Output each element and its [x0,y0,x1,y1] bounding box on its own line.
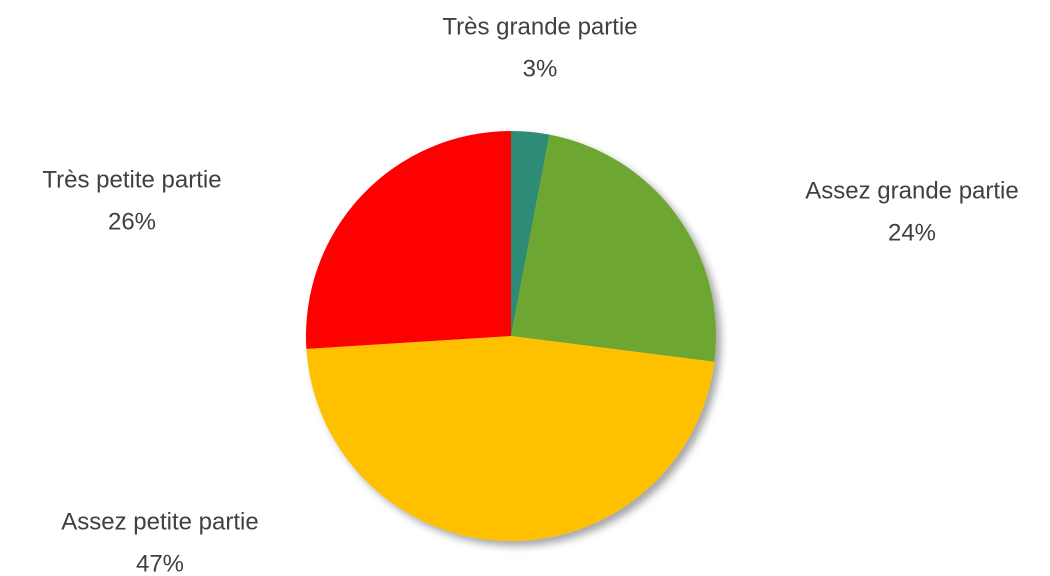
slice-label: Assez petite partie [61,508,258,535]
pie-slice [511,131,550,336]
slice-value-label: 26% [108,208,156,235]
pie-slice [306,336,715,541]
slice-value-label: 24% [888,219,936,246]
slice-label: Très grande partie [442,13,637,40]
pie-slice [511,134,716,362]
pie [305,131,716,541]
slice-value-label: 3% [523,55,558,82]
slice-label: Assez grande partie [805,177,1018,204]
slice-value-label: 47% [136,550,184,576]
slice-label: Très petite partie [42,166,221,193]
pie-slice [305,131,511,349]
